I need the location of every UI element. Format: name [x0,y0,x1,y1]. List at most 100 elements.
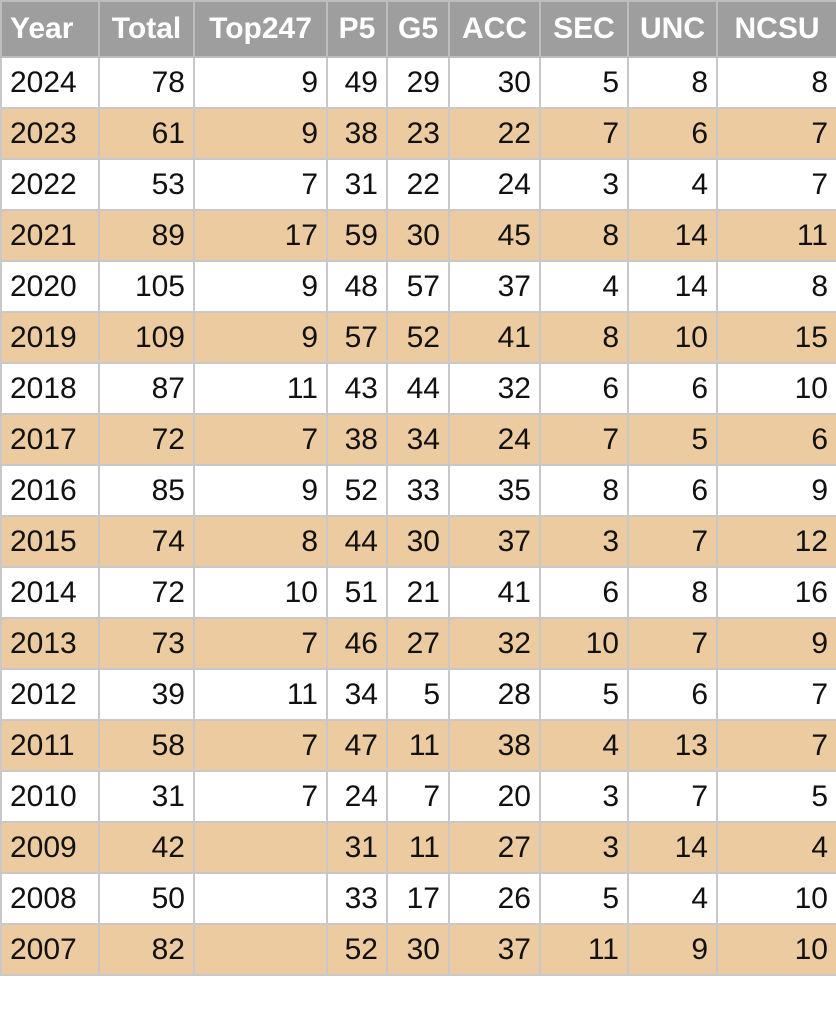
value-cell: 7 [627,770,718,823]
value-cell: 7 [539,413,629,466]
value-cell: 31 [326,821,388,874]
value-cell: 7 [193,617,328,670]
table-row: 2008 50 33 17 26 5 4 10 [0,872,836,925]
value-cell: 46 [326,617,388,670]
value-cell: 37 [448,260,541,313]
year-cell: 2021 [0,209,100,262]
value-cell: 7 [627,515,718,568]
value-cell: 30 [386,209,450,262]
value-cell: 30 [448,56,541,109]
value-cell: 10 [716,923,836,976]
value-cell [193,872,328,925]
value-cell: 44 [386,362,450,415]
value-cell: 57 [386,260,450,313]
year-cell: 2019 [0,311,100,364]
value-cell: 61 [98,107,195,160]
value-cell: 74 [98,515,195,568]
value-cell: 6 [627,464,718,517]
value-cell: 6 [539,362,629,415]
value-cell: 49 [326,56,388,109]
value-cell: 4 [539,260,629,313]
header-cell: G5 [386,0,450,58]
value-cell: 38 [448,719,541,772]
value-cell: 5 [539,668,629,721]
value-cell: 11 [193,668,328,721]
value-cell: 7 [716,719,836,772]
value-cell: 12 [716,515,836,568]
year-cell: 2013 [0,617,100,670]
value-cell: 52 [386,311,450,364]
value-cell: 58 [98,719,195,772]
value-cell: 52 [326,923,388,976]
header-cell: Top247 [193,0,328,58]
year-cell: 2009 [0,821,100,874]
value-cell: 7 [627,617,718,670]
value-cell: 38 [326,107,388,160]
value-cell: 87 [98,362,195,415]
value-cell: 9 [193,464,328,517]
value-cell: 4 [716,821,836,874]
value-cell: 85 [98,464,195,517]
table-row: 2021 89 17 59 30 45 8 14 11 [0,209,836,262]
value-cell: 7 [193,719,328,772]
value-cell: 31 [98,770,195,823]
header-cell: SEC [539,0,629,58]
table-row: 2016 85 9 52 33 35 8 6 9 [0,464,836,517]
value-cell: 37 [448,923,541,976]
header-cell: Year [0,0,100,58]
value-cell: 8 [716,260,836,313]
year-cell: 2007 [0,923,100,976]
value-cell: 42 [98,821,195,874]
value-cell: 44 [326,515,388,568]
year-cell: 2018 [0,362,100,415]
table-body: 2024 78 9 49 29 30 5 8 8 2023 61 9 38 23 22 7 6 7 2022 53 7 3… [0,56,836,976]
value-cell: 52 [326,464,388,517]
header-cell: Total [98,0,195,58]
value-cell [193,923,328,976]
value-cell: 9 [716,464,836,517]
value-cell: 31 [326,158,388,211]
value-cell: 8 [539,464,629,517]
value-cell: 8 [627,56,718,109]
table-row: 2010 31 7 24 7 20 3 7 5 [0,770,836,823]
table-row: 2024 78 9 49 29 30 5 8 8 [0,56,836,109]
table-row: 2009 42 31 11 27 3 14 4 [0,821,836,874]
value-cell: 53 [98,158,195,211]
year-cell: 2024 [0,56,100,109]
table-row: 2011 58 7 47 11 38 4 13 7 [0,719,836,772]
value-cell: 8 [539,209,629,262]
value-cell: 3 [539,515,629,568]
value-cell: 24 [448,158,541,211]
value-cell: 7 [716,107,836,160]
value-cell: 41 [448,311,541,364]
value-cell: 11 [386,719,450,772]
value-cell: 13 [627,719,718,772]
value-cell: 22 [386,158,450,211]
value-cell: 5 [716,770,836,823]
value-cell: 29 [386,56,450,109]
value-cell: 39 [98,668,195,721]
value-cell: 17 [193,209,328,262]
value-cell: 51 [326,566,388,619]
table-row: 2012 39 11 34 5 28 5 6 7 [0,668,836,721]
value-cell: 9 [193,311,328,364]
value-cell: 7 [386,770,450,823]
year-cell: 2010 [0,770,100,823]
value-cell: 15 [716,311,836,364]
value-cell: 14 [627,821,718,874]
value-cell: 38 [326,413,388,466]
value-cell: 8 [539,311,629,364]
value-cell: 30 [386,515,450,568]
value-cell: 22 [448,107,541,160]
value-cell: 11 [539,923,629,976]
year-cell: 2020 [0,260,100,313]
value-cell: 8 [193,515,328,568]
value-cell: 82 [98,923,195,976]
value-cell: 11 [716,209,836,262]
year-cell: 2008 [0,872,100,925]
value-cell: 59 [326,209,388,262]
header-row: Year Total Top247 P5 G5 ACC SEC UNC NCSU [0,0,836,58]
value-cell: 10 [539,617,629,670]
value-cell: 9 [193,260,328,313]
